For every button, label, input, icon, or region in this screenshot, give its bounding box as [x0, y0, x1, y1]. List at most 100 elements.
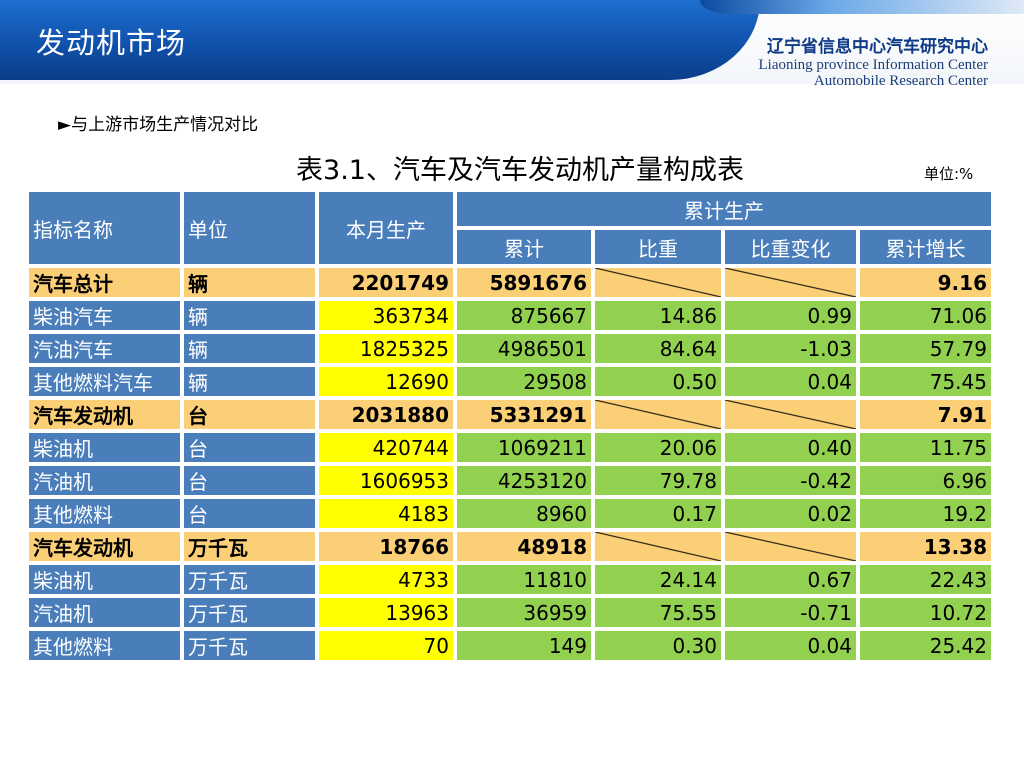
row-share-cell: 79.78: [595, 466, 721, 495]
header-share: 比重: [595, 230, 721, 264]
row-growth-cell: 22.43: [860, 565, 991, 594]
header-banner: 发动机市场 辽宁省信息中心汽车研究中心 Liaoning province In…: [0, 0, 1024, 89]
row-month-cell: 13963: [319, 598, 453, 627]
row-share-change-cell: -0.71: [725, 598, 856, 627]
row-share-cell: 0.50: [595, 367, 721, 396]
header-blue-panel: [0, 0, 760, 80]
row-growth-cell: 75.45: [860, 367, 991, 396]
row-share-change-cell: 0.40: [725, 433, 856, 462]
row-cumulative-cell: 5331291: [457, 400, 591, 429]
row-share-change-cell: 0.67: [725, 565, 856, 594]
org-name-cn: 辽宁省信息中心汽车研究中心: [767, 37, 988, 57]
row-month-cell: 18766: [319, 532, 453, 561]
header-share-change: 比重变化: [725, 230, 856, 264]
row-growth-cell: 10.72: [860, 598, 991, 627]
production-table: 指标名称 单位 本月生产 累计生产 累计 比重 比重变化 累计增长 汽车总计辆 2…: [25, 188, 995, 664]
row-indicator-cell: 柴油机: [29, 565, 180, 594]
row-month-cell: 12690: [319, 367, 453, 396]
row-indicator-cell: 汽油机: [29, 466, 180, 495]
row-month-cell: 2201749: [319, 268, 453, 297]
row-unit-cell: 台: [184, 400, 315, 429]
row-unit-cell: 万千瓦: [184, 598, 315, 627]
row-share-change-cell: 0.04: [725, 367, 856, 396]
table-row: 其他燃料汽车辆 12690 29508 0.50 0.04 75.45: [29, 367, 991, 396]
row-cumulative-cell: 149: [457, 631, 591, 660]
page-title: 发动机市场: [36, 26, 187, 60]
unit-note: 单位:%: [924, 165, 974, 183]
row-unit-cell: 辆: [184, 268, 315, 297]
row-share-change-cell: [725, 400, 856, 429]
row-share-cell: [595, 268, 721, 297]
table-row: 汽车发动机 万千瓦 18766 48918 13.38: [29, 532, 991, 561]
row-cumulative-cell: 4253120: [457, 466, 591, 495]
table-row: 其他燃料 万千瓦 70 149 0.30 0.04 25.42: [29, 631, 991, 660]
header-indicator: 指标名称: [29, 192, 180, 264]
row-month-cell: 2031880: [319, 400, 453, 429]
row-cumulative-cell: 5891676: [457, 268, 591, 297]
row-month-cell: 70: [319, 631, 453, 660]
row-growth-cell: 6.96: [860, 466, 991, 495]
table-row: 柴油汽车辆 363734 875667 14.86 0.99 71.06: [29, 301, 991, 330]
row-cumulative-cell: 4986501: [457, 334, 591, 363]
row-month-cell: 4183: [319, 499, 453, 528]
header-cumulative-group: 累计生产: [457, 192, 991, 226]
row-cumulative-cell: 1069211: [457, 433, 591, 462]
row-indicator-cell: 汽车发动机: [29, 532, 180, 561]
row-indicator-cell: 汽油汽车: [29, 334, 180, 363]
table-row: 汽油机 万千瓦 13963 36959 75.55 -0.71 10.72: [29, 598, 991, 627]
row-month-cell: 1606953: [319, 466, 453, 495]
row-unit-cell: 辆: [184, 301, 315, 330]
table-row: 柴油机台 420744 1069211 20.06 0.40 11.75: [29, 433, 991, 462]
row-indicator-cell: 汽车总计: [29, 268, 180, 297]
row-share-change-cell: 0.04: [725, 631, 856, 660]
row-unit-cell: 台: [184, 466, 315, 495]
table-row: 柴油机 万千瓦 4733 11810 24.14 0.67 22.43: [29, 565, 991, 594]
row-growth-cell: 71.06: [860, 301, 991, 330]
row-share-cell: 84.64: [595, 334, 721, 363]
table-row: 汽油汽车辆 1825325 4986501 84.64 -1.03 57.79: [29, 334, 991, 363]
row-share-change-cell: [725, 532, 856, 561]
row-share-cell: 0.30: [595, 631, 721, 660]
row-indicator-cell: 柴油机: [29, 433, 180, 462]
org-name-en-line2: Automobile Research Center: [813, 73, 988, 89]
row-month-cell: 363734: [319, 301, 453, 330]
row-cumulative-cell: 8960: [457, 499, 591, 528]
row-month-cell: 4733: [319, 565, 453, 594]
header-sweep: [700, 0, 1024, 14]
row-cumulative-cell: 11810: [457, 565, 591, 594]
row-growth-cell: 57.79: [860, 334, 991, 363]
row-indicator-cell: 其他燃料: [29, 631, 180, 660]
row-unit-cell: 万千瓦: [184, 565, 315, 594]
row-cumulative-cell: 875667: [457, 301, 591, 330]
org-logo: 辽宁省信息中心汽车研究中心 Liaoning province Informat…: [758, 32, 988, 89]
row-share-cell: 0.17: [595, 499, 721, 528]
table-row: 其他燃料台 4183 8960 0.17 0.02 19.2: [29, 499, 991, 528]
row-unit-cell: 辆: [184, 367, 315, 396]
org-name-en-line1: Liaoning province Information Center: [758, 57, 988, 73]
header-row-2: 累计 比重 比重变化 累计增长: [29, 230, 991, 264]
row-share-cell: [595, 532, 721, 561]
row-indicator-cell: 柴油汽车: [29, 301, 180, 330]
row-share-cell: 14.86: [595, 301, 721, 330]
row-indicator-cell: 其他燃料: [29, 499, 180, 528]
row-share-change-cell: [725, 268, 856, 297]
row-month-cell: 420744: [319, 433, 453, 462]
row-unit-cell: 辆: [184, 334, 315, 363]
table-row: 汽油机台 1606953 4253120 79.78 -0.42 6.96: [29, 466, 991, 495]
header-cumulative: 累计: [457, 230, 591, 264]
header-row-1: 指标名称 单位 本月生产 累计生产: [29, 192, 991, 264]
header-month: 本月生产: [319, 192, 453, 264]
row-month-cell: 1825325: [319, 334, 453, 363]
row-unit-cell: 万千瓦: [184, 532, 315, 561]
row-indicator-cell: 其他燃料汽车: [29, 367, 180, 396]
row-share-change-cell: -0.42: [725, 466, 856, 495]
row-share-cell: 24.14: [595, 565, 721, 594]
row-cumulative-cell: 29508: [457, 367, 591, 396]
row-unit-cell: 台: [184, 499, 315, 528]
row-share-change-cell: 0.02: [725, 499, 856, 528]
row-share-cell: [595, 400, 721, 429]
row-share-change-cell: 0.99: [725, 301, 856, 330]
row-unit-cell: 台: [184, 433, 315, 462]
row-unit-cell: 万千瓦: [184, 631, 315, 660]
table-title: 表3.1、汽车及汽车发动机产量构成表: [296, 155, 744, 186]
